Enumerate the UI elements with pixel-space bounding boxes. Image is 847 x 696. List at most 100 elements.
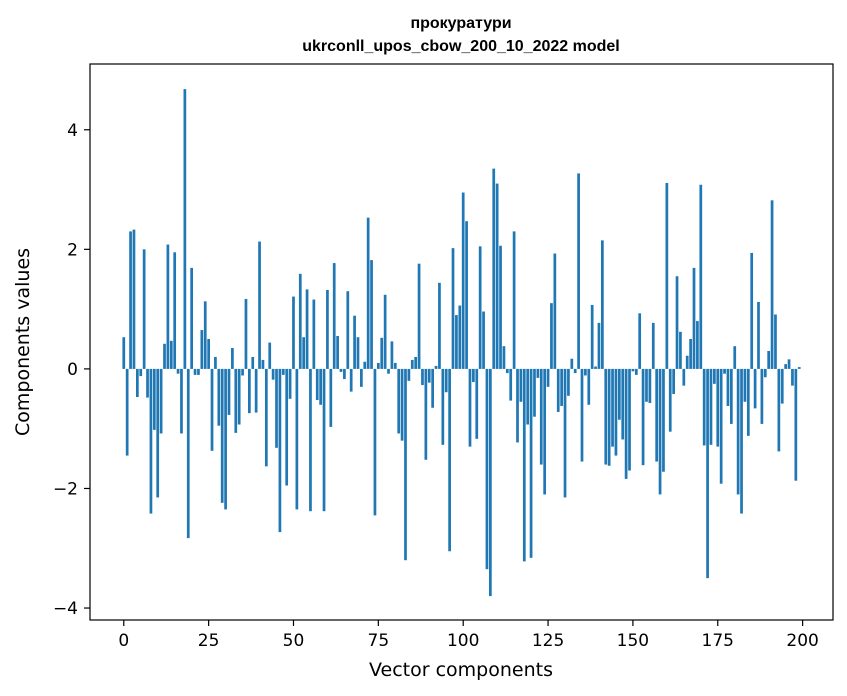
bar bbox=[183, 89, 187, 369]
x-axis: 0 25 50 75 100 125 150 175 200 bbox=[118, 620, 819, 651]
x-tick-label: 100 bbox=[447, 631, 479, 651]
bar bbox=[424, 368, 428, 460]
bar bbox=[577, 173, 580, 369]
bar bbox=[193, 368, 197, 375]
bar bbox=[173, 252, 177, 369]
bar bbox=[200, 330, 204, 369]
bar bbox=[655, 368, 659, 462]
bar bbox=[556, 368, 560, 412]
bar bbox=[231, 347, 234, 369]
bar bbox=[397, 368, 401, 434]
bar bbox=[146, 368, 149, 398]
bar bbox=[441, 368, 445, 445]
bar bbox=[529, 368, 533, 558]
bar bbox=[502, 346, 506, 369]
bar bbox=[159, 368, 163, 434]
bar bbox=[278, 368, 282, 533]
bar bbox=[488, 368, 492, 597]
bar bbox=[339, 368, 343, 372]
bar bbox=[784, 364, 788, 369]
bar bbox=[458, 305, 462, 369]
bar bbox=[617, 368, 621, 420]
bar bbox=[214, 356, 217, 369]
bar bbox=[315, 368, 319, 400]
bar bbox=[292, 296, 295, 369]
bar bbox=[298, 273, 302, 369]
bar bbox=[261, 359, 265, 369]
bar bbox=[729, 368, 733, 424]
bar bbox=[719, 368, 723, 484]
bar bbox=[312, 299, 316, 369]
x-tick-label: 75 bbox=[368, 631, 390, 651]
bar bbox=[271, 368, 275, 380]
bar bbox=[763, 368, 767, 378]
bar bbox=[648, 368, 652, 403]
bar bbox=[563, 368, 567, 498]
bar bbox=[696, 321, 699, 369]
bar bbox=[723, 368, 726, 374]
bar bbox=[237, 368, 241, 425]
bar bbox=[434, 365, 438, 369]
bar bbox=[129, 231, 132, 369]
bar bbox=[125, 368, 129, 456]
bar bbox=[329, 368, 333, 427]
bar bbox=[465, 221, 468, 369]
bar bbox=[638, 313, 642, 369]
bar bbox=[275, 368, 278, 448]
bar bbox=[692, 267, 696, 369]
bar bbox=[665, 182, 669, 369]
bar bbox=[587, 368, 591, 405]
bar bbox=[326, 289, 329, 369]
bar bbox=[288, 368, 292, 399]
bar bbox=[227, 368, 231, 415]
plot-frame bbox=[89, 63, 834, 621]
bar bbox=[132, 229, 136, 369]
bar bbox=[376, 362, 380, 369]
bar bbox=[736, 368, 740, 495]
bar bbox=[536, 368, 540, 378]
bar bbox=[468, 368, 472, 447]
bar bbox=[390, 341, 394, 369]
x-tick-label: 50 bbox=[283, 631, 305, 651]
bar bbox=[594, 366, 597, 369]
bar bbox=[332, 263, 336, 369]
bar bbox=[716, 368, 720, 447]
bar bbox=[567, 368, 570, 396]
bar bbox=[570, 358, 574, 369]
bar bbox=[522, 368, 526, 562]
bar bbox=[740, 368, 743, 514]
bar bbox=[163, 343, 166, 369]
bar bbox=[281, 368, 285, 375]
bar bbox=[285, 368, 289, 486]
bar bbox=[414, 356, 418, 369]
bar bbox=[546, 368, 550, 387]
bar bbox=[248, 368, 251, 414]
bar bbox=[787, 359, 791, 369]
bar bbox=[770, 200, 774, 369]
bar bbox=[421, 368, 424, 386]
bar bbox=[122, 337, 126, 369]
bar bbox=[485, 368, 489, 570]
bar bbox=[689, 339, 692, 369]
bar bbox=[726, 368, 730, 406]
bar bbox=[492, 168, 496, 369]
bar bbox=[383, 294, 387, 369]
bar bbox=[448, 368, 451, 552]
bar bbox=[404, 368, 407, 561]
bar bbox=[224, 368, 227, 510]
bar bbox=[305, 289, 309, 369]
bar bbox=[309, 368, 312, 512]
bar bbox=[550, 303, 553, 369]
bar bbox=[702, 368, 706, 446]
bar bbox=[366, 217, 370, 369]
bar bbox=[512, 231, 516, 369]
bar bbox=[624, 368, 628, 479]
bar bbox=[295, 368, 299, 510]
bar bbox=[244, 298, 248, 369]
bar bbox=[641, 368, 645, 466]
bar bbox=[526, 368, 530, 425]
x-tick-label: 25 bbox=[198, 631, 220, 651]
y-tick-label: 4 bbox=[67, 121, 78, 141]
bar bbox=[757, 301, 760, 369]
